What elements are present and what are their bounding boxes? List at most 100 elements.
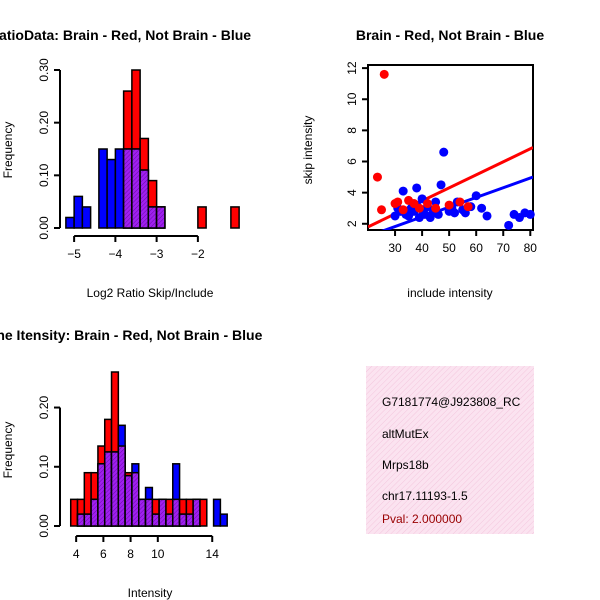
x-tick-label: 30 [388,241,402,255]
brain-point [393,197,403,207]
ratio-y-axis: 0.00 0.10 0.20 0.30 [37,58,61,240]
brain-point [463,202,473,212]
brain-bar [230,206,240,229]
info-gene-name: Mrps18b [382,458,429,472]
intensity-bars [69,371,228,527]
intensity-y-axis: 0.00 0.10 0.20 [37,396,61,538]
y-tick-label: 2 [345,220,359,227]
brain-point [377,205,387,215]
info-event-type: altMutEx [382,427,429,441]
x-tick-label: 50 [442,241,456,255]
scatter-chart-title: Brain - Red, Not Brain - Blue [356,27,544,43]
x-tick-label: −5 [67,247,81,261]
brain-point [444,200,454,210]
not-brain-point [482,211,492,221]
not-brain-bar [65,216,75,229]
brain-point [431,203,441,213]
overlap-bar [139,169,150,229]
x-tick-label: −2 [191,247,205,261]
info-probe-id: G7181774@J923808_RC [382,395,521,409]
brain-point [398,205,408,215]
overlap-bar [117,445,126,527]
y-tick-label: 0.20 [37,111,51,135]
not-brain-bar [219,513,228,527]
x-tick-label: 40 [415,241,429,255]
overlap-bar [131,148,141,229]
y-tick-label: 12 [345,61,359,75]
x-tick-label: 8 [127,547,134,561]
intensity-x-axis: 4 6 8 10 14 [73,535,220,561]
overlap-bar [83,513,92,527]
intensity-histogram-panel: Gene Itensity: Brain - Red, Not Brain - … [0,327,263,600]
overlap-bar [192,498,201,527]
overlap-bar [178,513,188,527]
x-tick-label: 70 [497,241,511,255]
overlap-bar [185,513,194,527]
not-brain-point [398,186,408,196]
overlap-bar [165,513,174,527]
not-brain-point [412,183,422,193]
y-tick-label: 0.00 [37,514,51,538]
not-brain-bar [114,148,125,229]
x-tick-label: 10 [151,547,165,561]
overlap-bar [147,206,158,229]
not-brain-bar [81,206,92,229]
x-tick-label: 14 [206,547,220,561]
info-location: chr17.11193-1.5 [382,489,468,503]
x-tick-label: −4 [109,247,123,261]
y-tick-label: 0.30 [37,58,51,82]
ratio-chart-title: RatioData: Brain - Red, Not Brain - Blue [0,27,251,43]
overlap-bar [151,513,160,527]
y-tick-label: 10 [345,92,359,106]
info-box: G7181774@J923808_RC altMutEx Mrps18b chr… [366,366,534,534]
not-brain-point [439,147,449,157]
x-tick-label: 60 [470,241,484,255]
overlap-bar [122,148,133,229]
overlap-bar [131,471,140,527]
y-tick-label: 0.00 [37,216,51,240]
overlap-bar [155,206,166,229]
not-brain-point [471,191,481,201]
not-brain-point [504,220,514,230]
brain-point [379,69,389,79]
y-tick-label: 6 [345,158,359,165]
scatter-x-axis: 30 40 50 60 70 80 [388,230,537,255]
ratio-y-label: Frequency [1,122,15,179]
not-brain-point [477,203,487,213]
ratio-bars [65,69,240,229]
overlap-bar [144,498,154,527]
not-brain-point [436,180,446,190]
not-brain-bar [98,148,108,229]
y-tick-label: 0.10 [37,163,51,187]
scatter-x-label: include intensity [407,286,492,300]
intensity-x-label: Intensity [128,586,173,600]
y-tick-label: 0.20 [37,396,51,420]
scatter-panel: Brain - Red, Not Brain - Blue 30 40 50 60 70… [301,27,544,300]
x-tick-label: 6 [100,547,107,561]
not-brain-point [450,208,460,218]
brain-bar [197,206,207,229]
overlap-bar [103,451,113,527]
brain-point [372,172,382,182]
not-brain-point [431,197,441,207]
not-brain-bar [73,195,84,229]
x-tick-label: 80 [524,241,538,255]
intensity-chart-title: Gene Itensity: Brain - Red, Not Brain - … [0,327,263,343]
scatter-y-axis: 2 4 6 8 10 12 [345,61,368,227]
ratio-x-label: Log2 Ratio Skip/Include [87,286,214,300]
not-brain-point [525,209,535,219]
intensity-y-label: Frequency [1,422,15,479]
brain-point [455,197,465,207]
x-tick-label: 4 [73,547,80,561]
y-tick-label: 8 [345,127,359,134]
brain-point [414,203,424,213]
overlap-bar [97,463,106,527]
overlap-bar [124,474,133,527]
not-brain-bar [106,158,117,229]
scatter-y-label: skip intensity [301,116,315,185]
y-tick-label: 4 [345,189,359,196]
info-pval: Pval: 2.000000 [382,512,462,526]
ratio-histogram-panel: RatioData: Brain - Red, Not Brain - Blue… [0,27,251,300]
brain-bar [199,498,208,527]
